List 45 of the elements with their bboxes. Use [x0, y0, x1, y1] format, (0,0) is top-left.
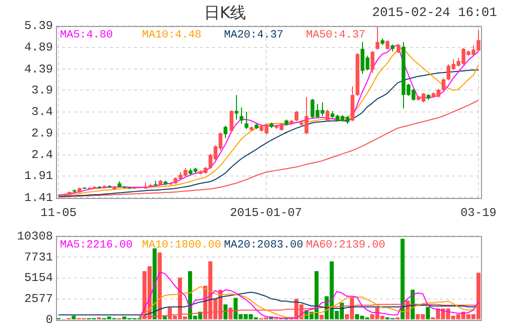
candlestick [240, 106, 244, 124]
candlestick [326, 109, 330, 122]
candlestick [376, 26, 380, 50]
candlestick [224, 125, 228, 139]
text: MA20:4.37 [224, 29, 284, 42]
bar [72, 316, 76, 320]
chart-title: 日K线 [202, 3, 248, 24]
candlestick [294, 110, 298, 122]
y-tick-label: 3.9 [31, 83, 53, 98]
candlestick [396, 43, 400, 54]
x-tick-label: 03-19 [460, 206, 496, 220]
bar [400, 238, 405, 320]
candlestick [230, 110, 234, 132]
x-tick-label: 2015-01-07 [230, 206, 302, 220]
y-tick-label: 2.9 [31, 126, 53, 141]
y-tick-label: 0 [46, 312, 53, 327]
y-tick-label: 10308 [16, 229, 53, 244]
text: MA10:4.48 [142, 29, 202, 42]
y-tick-label: 1.41 [24, 190, 53, 205]
candlestick [234, 94, 238, 120]
text: MA10:1800.00 [142, 240, 222, 252]
candlestick [442, 78, 446, 92]
y-tick-label: 4.39 [24, 62, 53, 76]
text: MA5:2216.00 [60, 240, 133, 252]
text: MA60:2139.00 [306, 240, 386, 252]
y-tick-label: 7731 [24, 250, 53, 264]
x-tick-label: 11-05 [40, 206, 77, 220]
y-tick-label: 3.4 [31, 104, 53, 119]
text: MA20:2083.00 [224, 240, 304, 252]
y-tick-label: 2577 [24, 292, 53, 306]
y-tick-label: 2.4 [31, 148, 53, 162]
bar [152, 248, 157, 320]
text: MA5:4.80 [60, 29, 113, 42]
bar [426, 306, 430, 320]
candlestick [244, 111, 248, 130]
candlestick [370, 50, 374, 74]
y-tick-label: 5.39 [24, 19, 53, 34]
bar [223, 304, 228, 320]
y-tick-label: 4.89 [24, 40, 53, 55]
candlestick [386, 40, 390, 50]
y-tick-label: 1.91 [24, 169, 53, 184]
text: MA50:4.37 [306, 29, 366, 42]
chart-subtitle: 2015-02-24 16:01 [372, 5, 497, 20]
y-tick-label: 5154 [24, 271, 53, 286]
bar [320, 314, 324, 320]
